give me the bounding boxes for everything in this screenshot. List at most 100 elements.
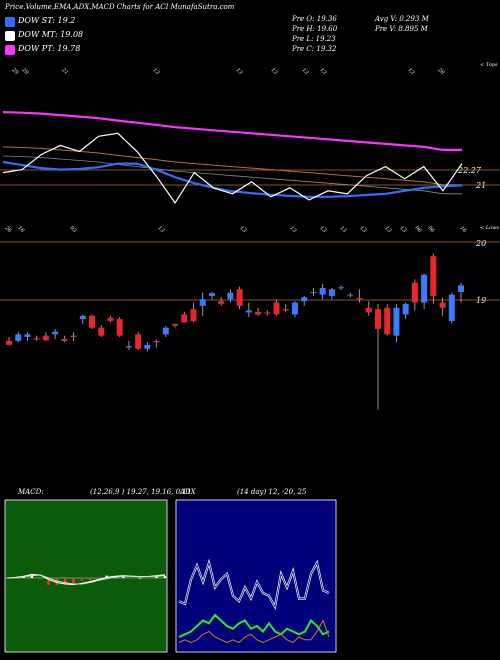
candle-body (199, 299, 206, 306)
candle-body (301, 297, 308, 302)
candle-body (208, 293, 215, 296)
dow-st-line (2, 160, 463, 198)
avg-volume: Avg V: 0.293 M (375, 15, 429, 23)
main-date-label: 16 (17, 225, 26, 234)
candle-body (338, 287, 345, 289)
adx-minus-di-line (178, 613, 330, 638)
candle-body (24, 334, 31, 337)
candle-body (374, 309, 381, 329)
candle-body (61, 338, 68, 341)
candle-body (430, 256, 437, 296)
candle-body (42, 335, 49, 341)
price-label-20: 20 (476, 239, 487, 248)
dow-mt-swatch (5, 31, 15, 41)
main-date-label: 13 (359, 225, 368, 234)
dow-mt-label: DOW MT: 19.08 (18, 30, 84, 39)
main-date-label: 13 (239, 225, 248, 234)
top-date-label: 13 (270, 67, 279, 76)
macd-title: MACD: (18, 488, 44, 496)
prev-volume: Pre V: 8.895 M (375, 25, 428, 33)
candle-body (33, 338, 40, 340)
candle-body (402, 303, 409, 315)
dow-pt-line (2, 111, 462, 151)
main-date-label: 06 (427, 225, 436, 234)
adx-plus-di-inner (178, 561, 330, 608)
candle-body (190, 309, 197, 322)
top-date-label: 29 (20, 66, 30, 76)
main-date-label: 13 (399, 225, 408, 234)
candle-body (107, 317, 114, 322)
price-label-21: 21 (476, 181, 487, 190)
prev-close: Pre C: 19.32 (292, 45, 337, 53)
main-date-label: 13 (289, 225, 298, 234)
macd-params: (12,26,9 ) 19.27, 19.16, 0.11 (90, 488, 192, 496)
candle-body (79, 315, 86, 320)
price-label-22-27: 22.27 (458, 166, 481, 175)
top-date-label: 13 (407, 67, 416, 76)
prev-low: Pre L: 19.23 (292, 35, 336, 43)
candle-body (116, 319, 123, 336)
candle-body (347, 294, 354, 296)
dow-pt-swatch (5, 45, 15, 55)
page-title: Price,Volume,EMA,ADX,MACD Charts for ACI… (5, 3, 235, 11)
main-date-label: 13 (319, 225, 328, 234)
top-date-label: 13 (152, 67, 161, 76)
top-date-label: 29 (10, 66, 20, 76)
candle-body (255, 311, 262, 315)
prev-open: Pre O: 19.36 (292, 15, 337, 23)
candle-body (448, 294, 455, 322)
dow-st-swatch (5, 17, 15, 27)
candle-body (273, 302, 280, 315)
candle-body (328, 289, 335, 296)
adx-params: (14 day) 12, -20, 25 (237, 488, 307, 496)
main-date-label: 06 (414, 225, 423, 234)
candle-body (227, 292, 234, 300)
candle-body (181, 314, 188, 323)
candle-body (89, 315, 96, 328)
candle-body (218, 301, 225, 304)
top-date-label: 21 (60, 66, 69, 75)
candle-body (153, 340, 160, 343)
candle-body (421, 274, 428, 303)
candle-body (458, 285, 464, 292)
candle-body (384, 307, 391, 335)
main-date-label: 26 (3, 224, 13, 234)
lows-label: < Lows (480, 225, 499, 231)
candle-body (291, 302, 298, 315)
candle-body (162, 327, 169, 335)
ema-orange-line (2, 146, 462, 186)
adx-title: ADX (180, 488, 196, 496)
ema-grey-line (2, 155, 462, 195)
price-label-19: 19 (476, 296, 487, 305)
candle-body (365, 307, 372, 313)
candle-body (70, 335, 77, 337)
prev-high: Pre H: 19.60 (292, 25, 338, 33)
top-date-label: 13 (301, 67, 310, 76)
candle-body (125, 346, 132, 348)
main-date-label: 13 (157, 225, 166, 234)
candle-body (245, 310, 252, 313)
tops-label: < Tops (480, 62, 498, 68)
candle-body (144, 344, 151, 349)
main-date-label: 13 (384, 225, 393, 234)
dow-st-label: DOW ST: 19.2 (18, 16, 76, 25)
candle-body (393, 307, 400, 336)
candle-body (135, 334, 142, 349)
main-date-label: 16 (459, 225, 468, 234)
macd-signal-line (6, 574, 166, 585)
dow-mt-line (2, 132, 463, 204)
candle-body (411, 282, 418, 303)
dow-pt-label: DOW PT: 19.78 (18, 44, 81, 53)
candle-body (264, 312, 271, 314)
candle-body (98, 327, 105, 336)
main-date-label: 03 (69, 225, 78, 234)
candle-body (236, 289, 243, 306)
candle-body (52, 331, 59, 335)
candle-body (6, 340, 12, 345)
candle-body (282, 309, 289, 311)
candle-body (439, 302, 446, 308)
adx-line (178, 619, 330, 644)
candle-body (310, 291, 317, 293)
main-date-label: 13 (339, 225, 348, 234)
